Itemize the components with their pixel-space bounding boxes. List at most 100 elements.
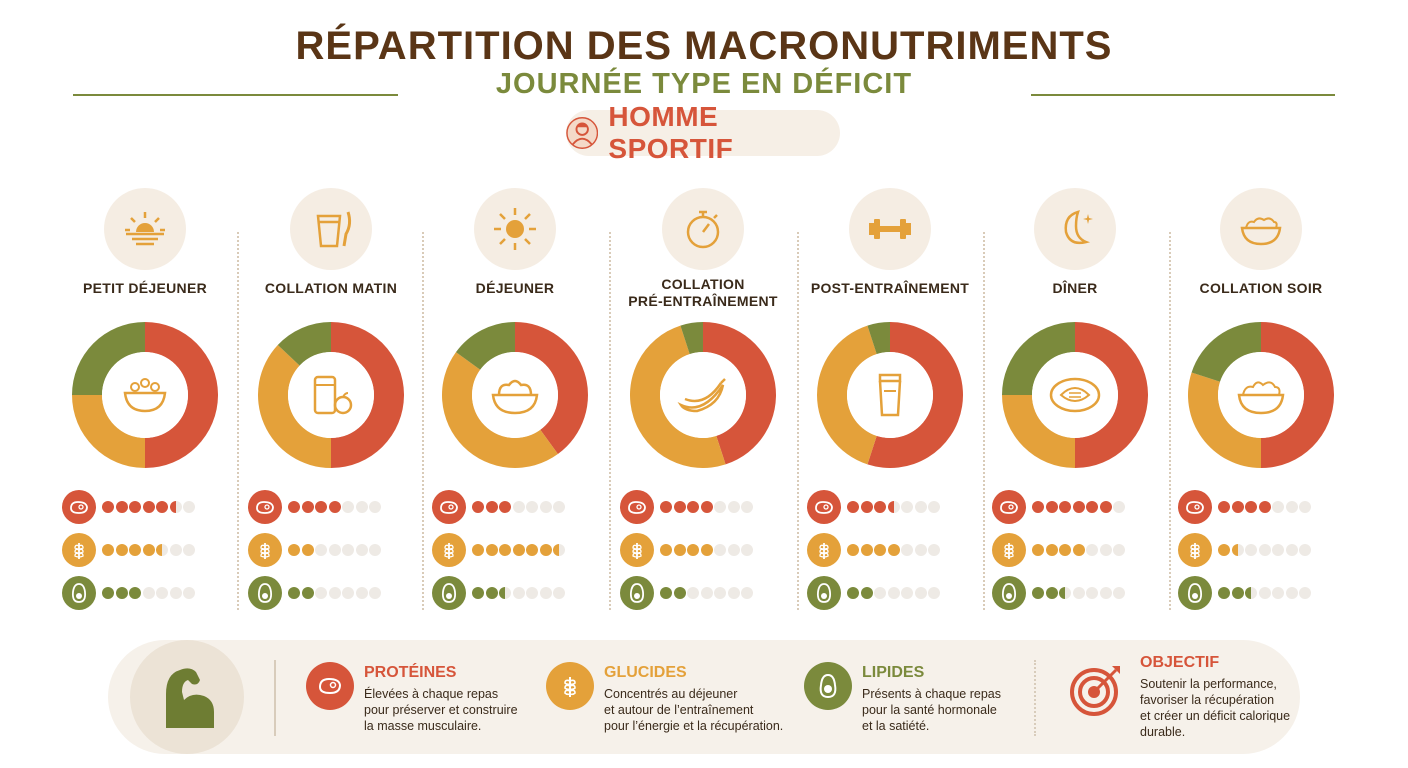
wheat-icon [1004, 543, 1014, 559]
protein-dots [1218, 501, 1311, 513]
rating-dot [315, 544, 327, 556]
rating-dot [1231, 501, 1244, 513]
rating-dot [700, 544, 713, 556]
rating-dot [1272, 587, 1284, 599]
rating-dot [1059, 587, 1071, 599]
legend-divider-left [274, 660, 276, 736]
steak-icon [70, 501, 88, 514]
fat-rating-row [248, 576, 424, 610]
rating-dot [727, 587, 740, 599]
rating-dot [1231, 544, 1244, 556]
protein-rating-row [432, 490, 608, 524]
rating-dot [860, 587, 873, 599]
rating-dot [928, 501, 940, 513]
fat-dots [847, 587, 940, 599]
protein-badge [992, 490, 1026, 524]
rating-dot [355, 587, 368, 599]
steak-icon [628, 501, 646, 514]
protein-badge [620, 490, 654, 524]
fat-dots [1218, 587, 1311, 599]
rating-dot [539, 544, 552, 556]
rating-dot [914, 587, 927, 599]
meal-name: DÎNER [1052, 280, 1098, 296]
carbs-rating-row [62, 533, 238, 567]
rating-dot [928, 587, 940, 599]
meal-column: COLLATION MATIN [238, 186, 424, 616]
fat-rating-row [620, 576, 796, 610]
wheat-icon [819, 543, 829, 559]
column-divider [983, 232, 985, 610]
rating-dot [1086, 587, 1098, 599]
rating-dot [847, 501, 859, 513]
column-divider [237, 232, 239, 610]
rating-dot [1045, 544, 1058, 556]
avocado-icon [629, 583, 645, 603]
legend-carbs-desc: Concentrés au déjeuner et autour de l’en… [604, 687, 784, 733]
wheat-icon [564, 677, 576, 697]
dumbbell-icon [869, 219, 911, 239]
carbs-slice [258, 345, 331, 468]
rating-dot [1218, 544, 1230, 556]
protein-rating-row [248, 490, 424, 524]
stopwatch-icon [686, 210, 720, 249]
rating-dot [142, 501, 155, 513]
carbs-slice [630, 325, 726, 468]
fat-dots [288, 587, 381, 599]
carbs-badge [992, 533, 1026, 567]
legend-proteins-title: PROTÉINES [364, 664, 457, 681]
carbs-rating-row [992, 533, 1168, 567]
rating-dot [901, 587, 913, 599]
meal-column: DÎNER [982, 186, 1168, 616]
rating-dot [1045, 501, 1058, 513]
rating-dot [1272, 544, 1284, 556]
rating-dot [1113, 544, 1125, 556]
rating-dot [115, 544, 128, 556]
protein-badge [248, 490, 282, 524]
column-divider [797, 232, 799, 610]
rating-dot [874, 501, 886, 513]
carbs-slice [1188, 372, 1261, 468]
legend-proteins-desc: Élevées à chaque repas pour préserver et… [364, 687, 518, 733]
protein-rating-row [807, 490, 983, 524]
carbs-slice [1002, 395, 1075, 468]
macro-donut-chart [1002, 322, 1148, 468]
title-rule-right [1031, 94, 1335, 96]
macro-donut-chart [817, 322, 963, 468]
carbs-dots [288, 544, 381, 556]
legend-divider-right [1034, 660, 1036, 736]
protein-badge [807, 490, 841, 524]
rating-dot [288, 544, 300, 556]
rating-dot [142, 544, 155, 556]
legend-carbs-badge [546, 662, 594, 710]
rating-dot [328, 544, 341, 556]
fat-slice [680, 322, 703, 355]
rating-dot [1258, 501, 1271, 513]
fat-slice [1191, 322, 1261, 382]
protein-slice [703, 322, 776, 465]
carbs-badge [620, 533, 654, 567]
rating-dot [526, 501, 538, 513]
rating-dot [741, 587, 753, 599]
rating-dot [887, 544, 900, 556]
protein-rating-row [620, 490, 796, 524]
rating-dot [301, 544, 314, 556]
rice-bowl-icon [491, 379, 539, 415]
rating-dot [526, 544, 538, 556]
rating-dot [472, 544, 484, 556]
rating-dot [369, 544, 381, 556]
rating-dot [512, 501, 525, 513]
rating-dot [328, 587, 341, 599]
meal-column: PETIT DÉJEUNER [52, 186, 238, 616]
protein-dots [288, 501, 381, 513]
avocado-icon [257, 583, 273, 603]
rating-dot [1032, 544, 1044, 556]
rating-dot [1032, 587, 1044, 599]
protein-slice [867, 322, 963, 468]
carbs-dots [847, 544, 940, 556]
fat-dots [472, 587, 565, 599]
meal-name: COLLATION SOIR [1199, 280, 1323, 296]
rating-dot [1072, 587, 1085, 599]
persona-badge: HOMME SPORTIF [566, 101, 840, 164]
fat-slice [277, 322, 331, 366]
rating-dot [156, 501, 168, 513]
